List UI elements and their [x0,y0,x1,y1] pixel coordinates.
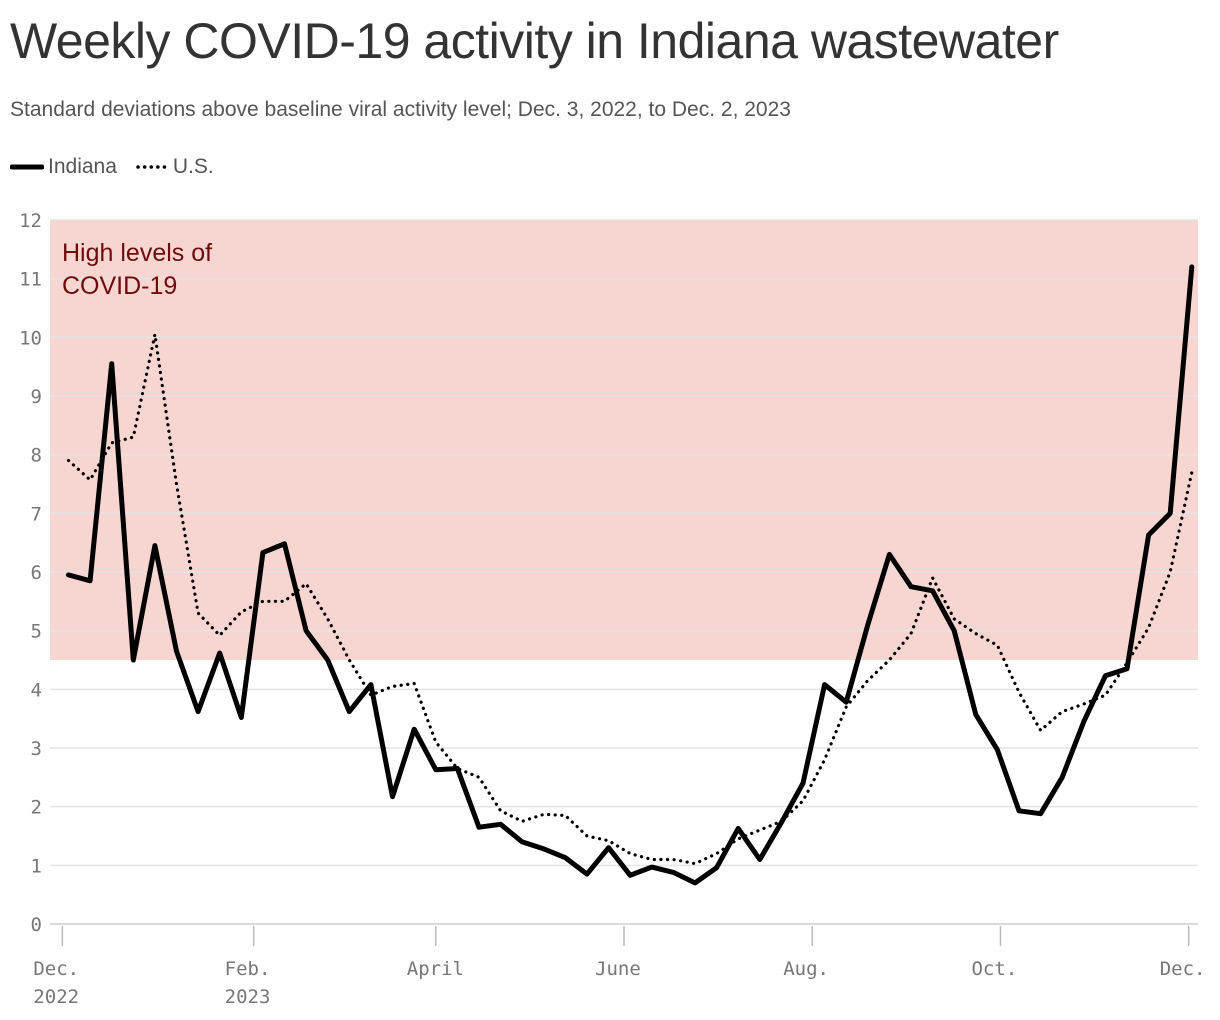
legend-label-indiana: Indiana [48,155,117,178]
x-tick-label: Dec. [33,958,79,980]
y-tick-label: 5 [31,621,42,643]
series-line-indiana [66,264,1195,886]
y-tick-label: 1 [31,855,42,877]
legend-swatch-solid [10,164,44,170]
legend: Indiana U.S. [10,155,232,179]
x-tick-label: Aug. [783,958,829,980]
legend-label-us: U.S. [172,155,214,178]
y-tick-label: 4 [31,679,42,701]
x-tick-label: Feb. [225,958,271,980]
y-tick-label: 8 [31,445,42,467]
x-tick-label: Dec. [1160,958,1206,980]
band-annotation-line2: COVID-19 [62,272,177,300]
y-tick-label: 10 [19,327,42,349]
chart-subtitle: Standard deviations above baseline viral… [10,98,791,121]
x-tick-label-year: 2022 [33,986,79,1008]
y-tick-label: 3 [31,738,42,760]
x-tick-label: June [595,958,641,980]
y-tick-label: 7 [31,503,42,525]
legend-swatch-dotted [136,165,169,169]
y-tick-label: 9 [31,386,42,408]
x-tick-label: Oct. [971,958,1017,980]
x-tick-label: April [407,958,464,980]
legend-item-indiana: Indiana [10,155,117,179]
y-tick-label: 6 [31,562,42,584]
y-tick-label: 12 [19,210,42,232]
band-annotation-line1: High levels of [62,239,212,267]
y-tick-label: 2 [31,797,42,819]
series-line-us [66,332,1194,866]
y-tick-label: 0 [31,914,42,936]
y-tick-label: 11 [19,269,42,291]
high-level-band [50,220,1198,660]
legend-item-us: U.S. [135,155,214,179]
x-tick-label-year: 2023 [225,986,271,1008]
chart-title: Weekly COVID-19 activity in Indiana wast… [10,13,1059,69]
